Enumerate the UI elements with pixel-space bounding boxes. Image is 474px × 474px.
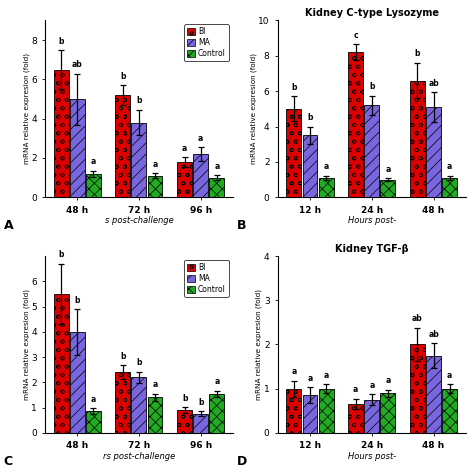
Text: ab: ab <box>412 314 423 323</box>
Text: c: c <box>354 31 358 40</box>
Text: a: a <box>369 381 374 390</box>
Bar <box>319 389 334 433</box>
Text: B: B <box>237 219 246 232</box>
Text: D: D <box>237 455 247 468</box>
Bar <box>177 162 192 197</box>
Bar <box>70 332 85 433</box>
Bar <box>380 180 395 197</box>
Bar <box>319 178 334 197</box>
Text: a: a <box>214 377 219 386</box>
Text: a: a <box>308 374 313 383</box>
Text: b: b <box>307 113 313 122</box>
Y-axis label: mRNA relative expresion (fold): mRNA relative expresion (fold) <box>256 289 263 400</box>
Text: b: b <box>58 36 64 46</box>
Bar <box>193 154 208 197</box>
Bar <box>286 109 301 197</box>
Text: ab: ab <box>428 330 439 339</box>
Bar <box>365 105 379 197</box>
Bar <box>147 398 163 433</box>
Text: C: C <box>4 455 13 468</box>
Bar <box>210 394 224 433</box>
Text: a: a <box>323 162 328 171</box>
Bar <box>426 356 441 433</box>
Bar <box>177 410 192 433</box>
Bar <box>210 178 224 197</box>
Text: a: a <box>447 162 452 171</box>
X-axis label: s post-challenge: s post-challenge <box>105 216 173 225</box>
Bar <box>410 81 425 197</box>
Bar <box>410 345 425 433</box>
Bar <box>54 294 69 433</box>
Bar <box>131 123 146 197</box>
Bar <box>193 414 208 433</box>
Text: a: a <box>91 157 96 166</box>
Text: ab: ab <box>72 60 82 69</box>
Text: b: b <box>120 72 126 81</box>
Legend: BI, MA, Control: BI, MA, Control <box>184 260 229 297</box>
Bar <box>348 52 363 197</box>
Bar <box>426 107 441 197</box>
Bar <box>86 411 100 433</box>
Legend: BI, MA, Control: BI, MA, Control <box>184 24 229 61</box>
Text: A: A <box>4 219 13 232</box>
Text: a: a <box>91 395 96 404</box>
Text: a: a <box>214 162 219 171</box>
Y-axis label: mRNA relative expresion (fold): mRNA relative expresion (fold) <box>23 54 29 164</box>
Text: a: a <box>353 385 358 394</box>
Y-axis label: mRNA relative expresion (fold): mRNA relative expresion (fold) <box>250 54 257 164</box>
Text: b: b <box>120 352 126 361</box>
X-axis label: rs post-challenge: rs post-challenge <box>103 452 175 461</box>
Text: a: a <box>182 144 187 153</box>
X-axis label: Hours post-: Hours post- <box>347 452 396 461</box>
Bar <box>54 70 69 197</box>
Text: b: b <box>136 358 142 367</box>
Text: b: b <box>369 82 374 91</box>
Bar <box>365 400 379 433</box>
Text: a: a <box>385 164 391 173</box>
Text: b: b <box>198 398 203 407</box>
Text: b: b <box>415 49 420 58</box>
Y-axis label: mRNA relative expresion (fold): mRNA relative expresion (fold) <box>23 289 29 400</box>
X-axis label: Hours post-: Hours post- <box>347 216 396 225</box>
Text: b: b <box>74 296 80 305</box>
Bar <box>442 178 457 197</box>
Bar <box>147 175 163 197</box>
Bar <box>442 389 457 433</box>
Text: a: a <box>323 371 328 380</box>
Bar <box>116 95 130 197</box>
Text: a: a <box>198 134 203 143</box>
Bar <box>380 393 395 433</box>
Text: b: b <box>58 250 64 259</box>
Bar <box>86 173 100 197</box>
Text: a: a <box>152 380 158 389</box>
Text: a: a <box>152 160 158 169</box>
Title: Kidney TGF-β: Kidney TGF-β <box>335 244 409 254</box>
Text: ab: ab <box>428 79 439 88</box>
Text: b: b <box>291 83 297 92</box>
Text: a: a <box>292 367 297 376</box>
Title: Kidney C-type Lysozyme: Kidney C-type Lysozyme <box>305 9 439 18</box>
Bar <box>302 136 318 197</box>
Bar <box>302 395 318 433</box>
Text: b: b <box>182 393 187 402</box>
Bar <box>70 99 85 197</box>
Bar <box>131 377 146 433</box>
Bar <box>348 404 363 433</box>
Text: b: b <box>136 96 142 105</box>
Bar <box>116 372 130 433</box>
Text: a: a <box>385 376 391 385</box>
Bar <box>286 389 301 433</box>
Text: a: a <box>447 371 452 380</box>
